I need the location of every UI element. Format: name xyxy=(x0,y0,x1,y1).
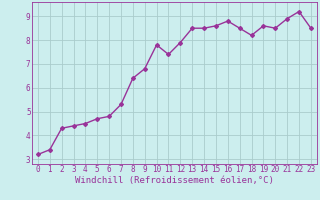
X-axis label: Windchill (Refroidissement éolien,°C): Windchill (Refroidissement éolien,°C) xyxy=(75,176,274,185)
